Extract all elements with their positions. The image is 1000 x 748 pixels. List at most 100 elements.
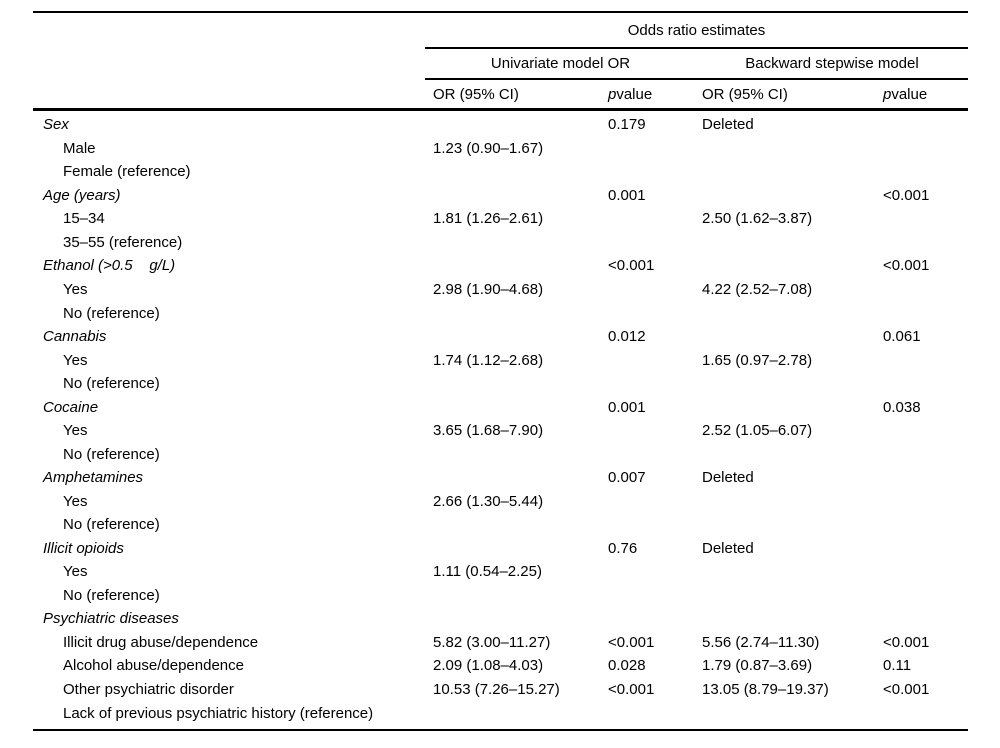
table-row: Cannabis 0.012 0.061 [33, 325, 968, 349]
table-row: No (reference) [33, 513, 968, 537]
univariate-or-cell: 1.81 (1.26–2.61) [433, 210, 544, 228]
univariate-p-cell: 0.028 [608, 657, 646, 675]
table-row: Psychiatric diseases [33, 607, 968, 631]
row-label-cell: Age (years) [43, 186, 121, 204]
backward-p-cell: <0.001 [883, 257, 930, 275]
row-label-cell: Sex [43, 116, 69, 134]
table-row: Yes 3.65 (1.68–7.90) 2.52 (1.05–6.07) [33, 419, 968, 443]
backward-or-cell: Deleted [702, 116, 754, 134]
row-label-cell: No (reference) [63, 375, 160, 393]
table-row: No (reference) [33, 301, 968, 325]
univariate-p-cell: 0.001 [608, 398, 646, 416]
row-label-cell: No (reference) [63, 516, 160, 534]
col-header-backward-or-ci: OR (95% CI) [702, 85, 788, 103]
row-label-cell: Other psychiatric disorder [63, 681, 234, 699]
table-row: 15–34 1.81 (1.26–2.61) 2.50 (1.62–3.87) [33, 207, 968, 231]
univariate-or-cell: 1.74 (1.12–2.68) [433, 351, 544, 369]
backward-or-cell: 4.22 (2.52–7.08) [702, 280, 813, 298]
group-rule [425, 78, 968, 80]
row-label-cell: Cannabis [43, 328, 107, 346]
row-label-cell: Yes [63, 422, 88, 440]
row-label-cell: Ethanol (>0.5 g/L) [43, 257, 176, 275]
univariate-p-cell: <0.001 [608, 633, 655, 651]
row-label-cell: Illicit drug abuse/dependence [63, 633, 259, 651]
backward-or-cell: 1.79 (0.87–3.69) [702, 657, 813, 675]
row-label-cell: 15–34 [63, 210, 105, 228]
table-row: Cocaine 0.001 0.038 [33, 395, 968, 419]
backward-p-cell: 0.11 [883, 657, 912, 675]
backward-or-cell: 2.52 (1.05–6.07) [702, 422, 813, 440]
row-label-cell: Alcohol abuse/dependence [63, 657, 244, 675]
univariate-p-cell: 0.012 [608, 328, 646, 346]
univariate-or-cell: 2.09 (1.08–4.03) [433, 657, 544, 675]
table-row: Illicit opioids 0.76 Deleted [33, 537, 968, 561]
row-label-cell: Yes [63, 563, 88, 581]
spanner-rule [425, 47, 968, 49]
backward-or-cell: Deleted [702, 539, 754, 557]
table-row: Yes 1.11 (0.54–2.25) [33, 560, 968, 584]
row-label-cell: Female (reference) [63, 163, 191, 181]
table-row: Alcohol abuse/dependence 2.09 (1.08–4.03)… [33, 654, 968, 678]
p-italic-label: p [608, 85, 617, 103]
col-header-univariate-or-ci: OR (95% CI) [433, 85, 519, 103]
top-rule [33, 11, 968, 13]
backward-or-cell: 2.50 (1.62–3.87) [702, 210, 813, 228]
table-row: 35–55 (reference) [33, 231, 968, 255]
univariate-or-cell: 5.82 (3.00–11.27) [433, 633, 551, 651]
backward-or-cell: 5.56 (2.74–11.30) [702, 633, 820, 651]
statistics-table: Odds ratio estimates Univariate model OR… [33, 0, 968, 748]
univariate-p-cell: <0.001 [608, 681, 655, 699]
table-row: No (reference) [33, 442, 968, 466]
univariate-p-cell: 0.001 [608, 186, 646, 204]
table-row: Male 1.23 (0.90–1.67) [33, 137, 968, 161]
backward-p-cell: 0.038 [883, 398, 921, 416]
table-row: Sex 0.179 Deleted [33, 113, 968, 137]
backward-p-cell: <0.001 [883, 633, 930, 651]
table-row: Lack of previous psychiatric history (re… [33, 701, 968, 725]
table-row: No (reference) [33, 584, 968, 608]
col-header-univariate-p-value: p value [608, 80, 652, 108]
group-heading-backward: Backward stepwise model [745, 55, 919, 72]
univariate-p-cell: 0.007 [608, 469, 646, 487]
table-row: Ethanol (>0.5 g/L) <0.001 <0.001 [33, 254, 968, 278]
header-rule-thick [33, 108, 968, 111]
univariate-p-cell: 0.179 [608, 116, 646, 134]
table-row: No (reference) [33, 372, 968, 396]
spanner-heading: Odds ratio estimates [627, 21, 766, 39]
table-body: Sex 0.179 Deleted Male 1.23 (0.90–1.67) Femal… [33, 113, 968, 725]
row-label-cell: 35–55 (reference) [63, 233, 183, 251]
col-header-backward-p-value: p value [883, 80, 927, 108]
univariate-or-cell: 1.11 (0.54–2.25) [433, 563, 542, 581]
univariate-or-cell: 10.53 (7.26–15.27) [433, 681, 560, 699]
table-row: Yes 1.74 (1.12–2.68) 1.65 (0.97–2.78) [33, 348, 968, 372]
table-row: Yes 2.98 (1.90–4.68) 4.22 (2.52–7.08) [33, 278, 968, 302]
row-label-cell: Yes [63, 492, 88, 510]
backward-or-cell: 1.65 (0.97–2.78) [702, 351, 813, 369]
table-row: Illicit drug abuse/dependence 5.82 (3.00–… [33, 631, 968, 655]
row-label-cell: Cocaine [43, 398, 99, 416]
table-row: Age (years) 0.001 <0.001 [33, 184, 968, 208]
table-row: Female (reference) [33, 160, 968, 184]
univariate-or-cell: 1.23 (0.90–1.67) [433, 139, 544, 157]
table-row: Yes 2.66 (1.30–5.44) [33, 490, 968, 514]
table-row: Amphetamines 0.007 Deleted [33, 466, 968, 490]
table-row: Other psychiatric disorder 10.53 (7.26–15… [33, 678, 968, 702]
backward-or-cell: Deleted [702, 469, 754, 487]
row-label-cell: Amphetamines [43, 469, 144, 487]
row-label-cell: Lack of previous psychiatric history (re… [63, 704, 374, 722]
backward-p-cell: <0.001 [883, 681, 930, 699]
row-label-cell: No (reference) [63, 304, 160, 322]
backward-p-cell: 0.061 [883, 328, 921, 346]
backward-or-cell: 13.05 (8.79–19.37) [702, 681, 829, 699]
value-label: value [616, 85, 653, 103]
row-label-cell: Yes [63, 351, 88, 369]
p-italic-label: p [883, 85, 892, 103]
univariate-or-cell: 3.65 (1.68–7.90) [433, 422, 544, 440]
univariate-or-cell: 2.66 (1.30–5.44) [433, 492, 544, 510]
univariate-or-cell: 2.98 (1.90–4.68) [433, 280, 544, 298]
row-label-cell: No (reference) [63, 445, 160, 463]
backward-p-cell: <0.001 [883, 186, 930, 204]
bottom-rule [33, 729, 968, 731]
row-label-cell: Yes [63, 280, 88, 298]
